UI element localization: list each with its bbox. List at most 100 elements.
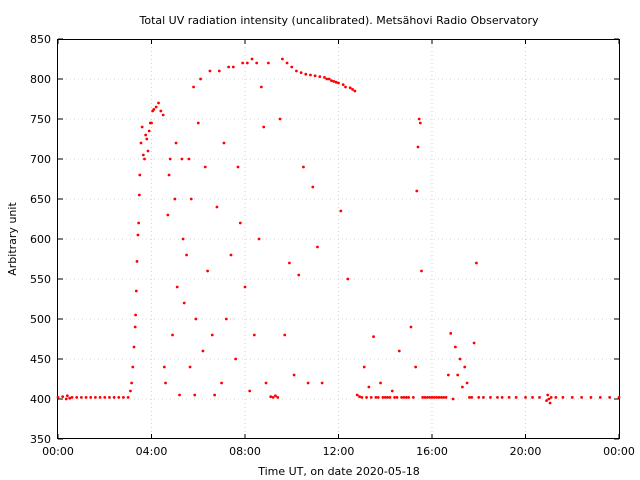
data-point [500, 396, 504, 399]
data-point [435, 396, 439, 399]
data-point [299, 71, 303, 74]
data-point [386, 396, 389, 399]
data-point [283, 333, 287, 337]
data-point [514, 396, 518, 399]
data-point [425, 396, 429, 399]
y-tick-label: 650 [30, 193, 51, 206]
data-point [432, 396, 436, 399]
data-point [147, 129, 151, 133]
data-point [374, 396, 378, 399]
data-point [210, 333, 214, 337]
data-point [135, 260, 139, 263]
data-point [372, 335, 375, 338]
data-point [84, 396, 88, 399]
data-point [311, 185, 315, 189]
data-point [381, 396, 385, 399]
x-tick-label: 00:00 [42, 445, 74, 458]
data-point [477, 396, 481, 399]
data-point [168, 157, 172, 161]
data-point [400, 396, 404, 399]
x-tick-label: 08:00 [229, 445, 261, 458]
data-point [421, 396, 425, 399]
data-point [145, 137, 149, 141]
data-point [193, 393, 197, 397]
data-point [344, 85, 347, 89]
data-point [402, 396, 406, 399]
data-point [192, 85, 195, 89]
data-point [475, 261, 478, 265]
data-point [439, 396, 443, 399]
y-tick-label: 400 [30, 393, 51, 406]
data-point [152, 108, 156, 111]
data-point [129, 389, 132, 393]
data-point [482, 396, 485, 399]
data-point [213, 393, 217, 397]
data-point [56, 396, 60, 399]
data-point [220, 381, 224, 385]
data-point [161, 113, 165, 117]
data-point [122, 396, 125, 399]
data-points [56, 57, 621, 405]
data-point [173, 197, 177, 201]
data-point [531, 396, 534, 399]
data-point [472, 341, 476, 345]
data-point [489, 396, 492, 399]
data-point [138, 173, 142, 177]
data-point [351, 88, 354, 91]
y-tick-label: 850 [30, 33, 51, 46]
data-point [339, 209, 343, 213]
data-point [458, 357, 462, 361]
data-point [234, 357, 238, 361]
y-tick-label: 500 [30, 313, 51, 326]
y-tick-label: 800 [30, 73, 51, 86]
data-point [411, 396, 415, 399]
data-point [496, 396, 499, 399]
data-point [320, 381, 324, 385]
data-point [139, 141, 143, 145]
data-point [290, 65, 294, 69]
data-point [360, 396, 364, 399]
y-tick-label: 550 [30, 273, 51, 286]
data-point [196, 121, 200, 125]
data-point [414, 365, 418, 369]
data-point [316, 245, 319, 249]
data-point [146, 149, 150, 153]
data-point [309, 73, 312, 77]
data-point [273, 394, 277, 398]
data-point [346, 277, 350, 281]
data-point [355, 393, 359, 397]
data-point [460, 385, 464, 389]
data-point [144, 133, 148, 137]
data-point [236, 165, 240, 169]
data-point [203, 165, 207, 169]
chart-title: Total UV radiation intensity (uncalibrat… [139, 14, 539, 27]
data-point [178, 393, 181, 397]
data-point [383, 396, 387, 399]
data-point [75, 396, 79, 399]
data-point [141, 153, 145, 157]
data-point [126, 396, 130, 399]
data-point [189, 197, 193, 201]
x-tick-label: 12:00 [323, 445, 355, 458]
grid [58, 39, 619, 439]
data-point [608, 396, 612, 399]
data-point [187, 157, 191, 161]
data-point [379, 381, 382, 385]
data-point [353, 89, 357, 93]
data-point [222, 141, 226, 145]
y-tick-label: 600 [30, 233, 51, 246]
data-point [255, 61, 259, 65]
data-point [264, 381, 268, 385]
data-point [302, 165, 305, 169]
data-point [334, 80, 338, 84]
x-tick-label: 00:00 [603, 445, 635, 458]
data-point [318, 75, 322, 78]
data-point [175, 285, 179, 289]
data-point [224, 317, 228, 321]
data-point [332, 80, 336, 83]
data-point [150, 121, 153, 125]
data-point [428, 396, 432, 399]
data-point [188, 365, 192, 369]
data-point [323, 76, 326, 79]
data-point [133, 325, 137, 329]
